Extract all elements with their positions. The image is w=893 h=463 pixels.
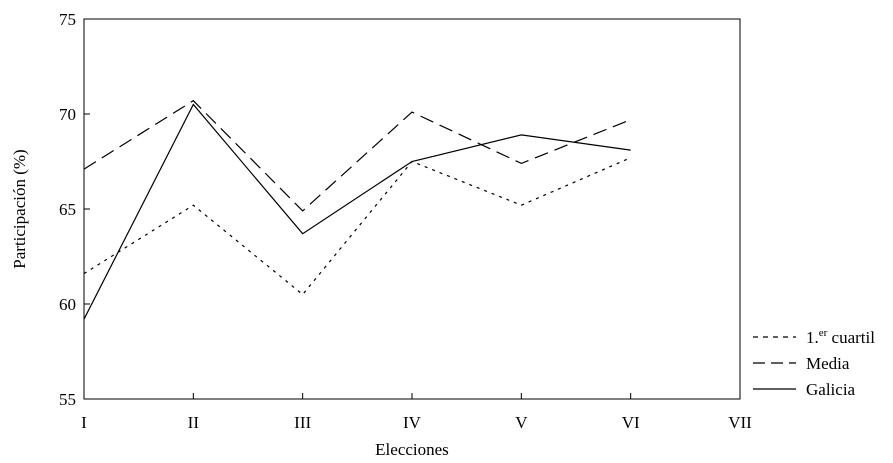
legend-label-main: Media (806, 354, 850, 373)
legend: 1.er cuartil Media Galicia (753, 327, 875, 399)
legend-label-superscript: er (819, 327, 828, 339)
x-tick-label: IV (403, 413, 422, 432)
plot-frame (83, 18, 741, 400)
x-tick-label: I (81, 413, 87, 432)
y-tick-label: 70 (59, 105, 76, 124)
y-tick-label: 60 (59, 295, 76, 314)
series-line-2 (83, 103, 631, 320)
legend-label-main: Galicia (806, 380, 856, 399)
legend-label: 1.er cuartil (806, 327, 875, 347)
x-axis: I II III IV V VI VII (81, 393, 752, 432)
legend-label: Galicia (806, 380, 856, 399)
y-axis: 55 60 65 70 75 (59, 10, 90, 409)
x-tick-label: II (188, 413, 200, 432)
y-axis-title: Participación (%) (10, 149, 29, 268)
x-tick-label: VI (622, 413, 640, 432)
legend-label-main: 1. (806, 328, 819, 347)
legend-label: Media (806, 354, 850, 373)
x-axis-title: Elecciones (375, 440, 449, 459)
y-tick-label: 75 (59, 10, 76, 29)
series-line-0 (83, 157, 631, 296)
x-tick-label: VII (728, 413, 752, 432)
series-layer (83, 99, 631, 320)
x-tick-label: V (515, 413, 528, 432)
y-tick-label: 55 (59, 390, 76, 409)
y-tick-label: 65 (59, 200, 76, 219)
x-tick-label: III (294, 413, 311, 432)
legend-label-rest: cuartil (827, 328, 875, 347)
series-line-1 (83, 99, 631, 212)
